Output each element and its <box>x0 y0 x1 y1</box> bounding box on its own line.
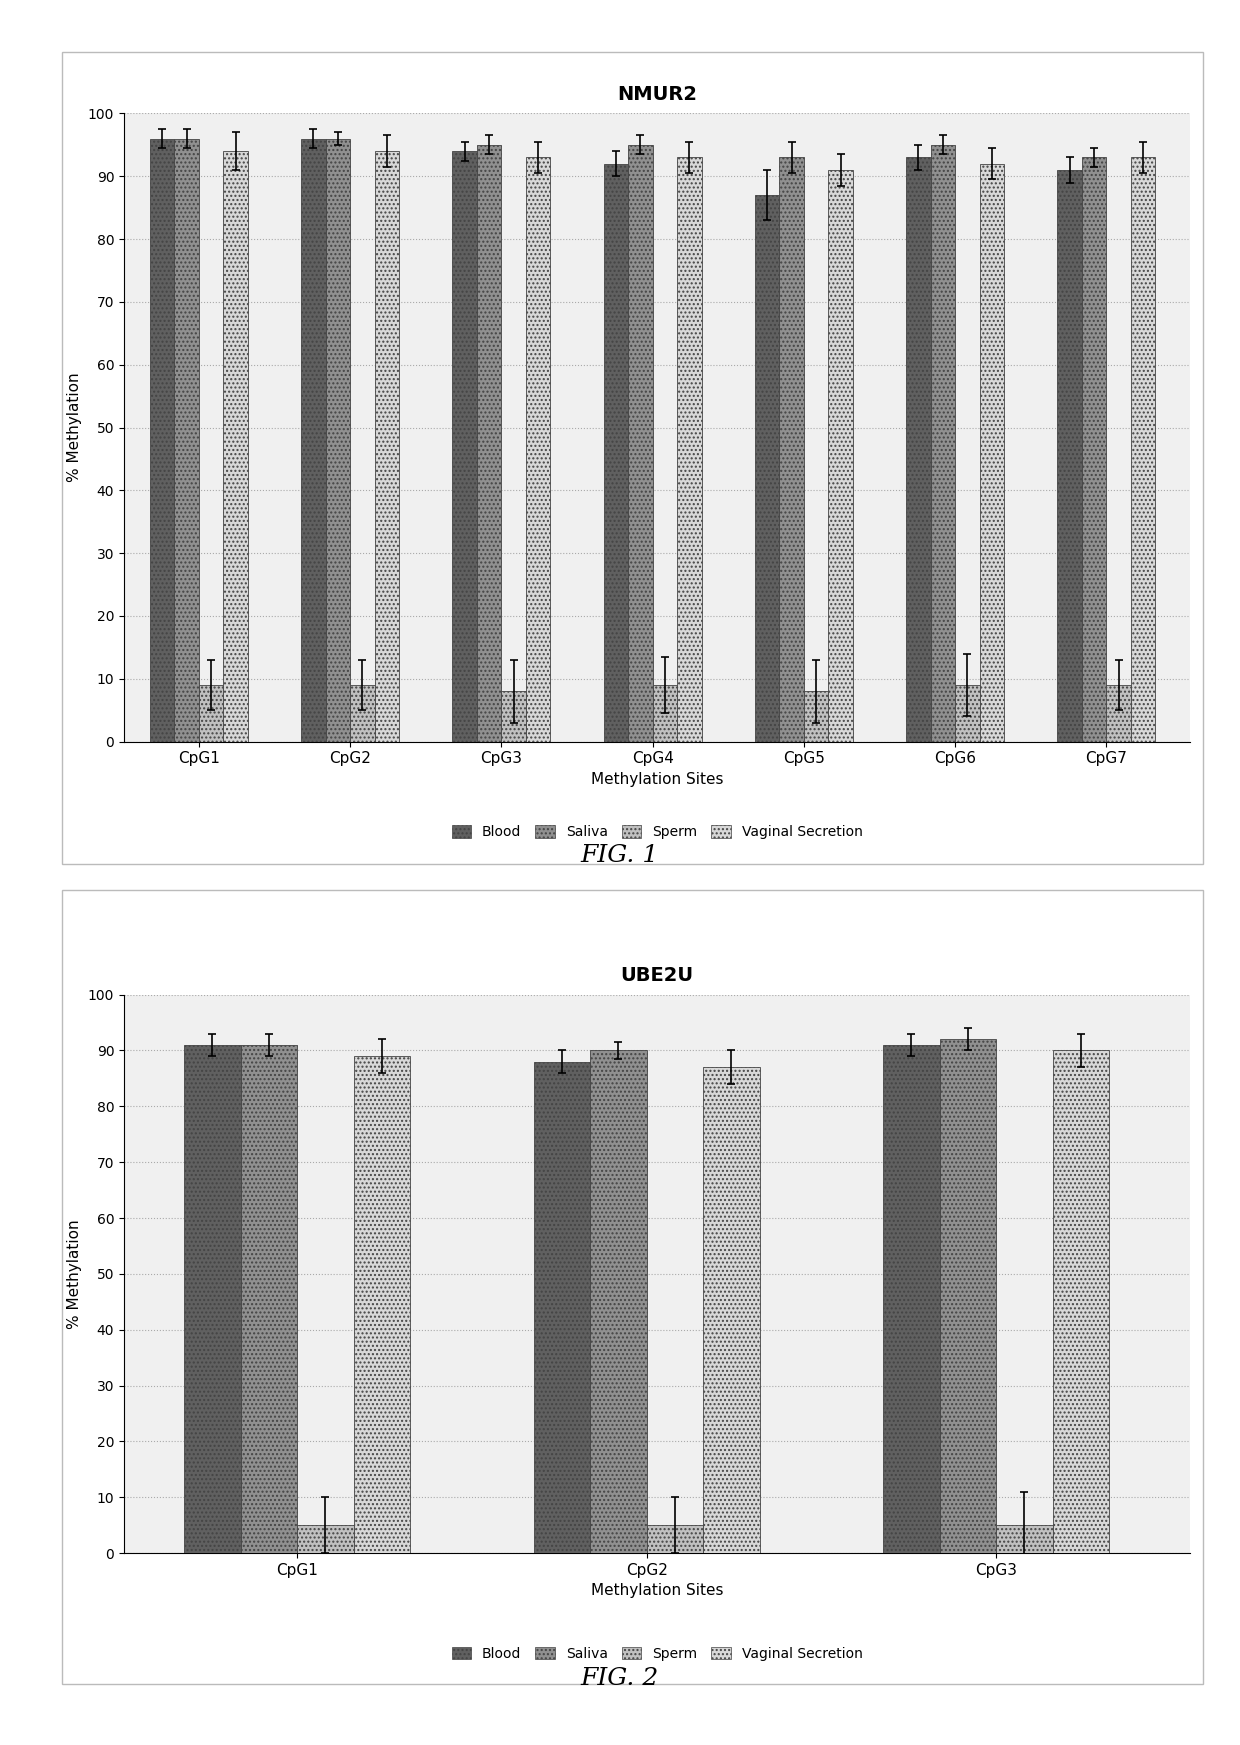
Bar <box>298 1525 353 1553</box>
Y-axis label: % Methylation: % Methylation <box>67 373 82 482</box>
Bar <box>883 1045 940 1553</box>
Bar <box>828 169 853 742</box>
Bar <box>526 157 551 742</box>
Bar <box>374 152 399 742</box>
Bar <box>703 1068 760 1553</box>
Bar <box>629 145 652 742</box>
Y-axis label: % Methylation: % Methylation <box>67 1220 82 1328</box>
Title: NMUR2: NMUR2 <box>618 84 697 103</box>
Bar <box>1058 169 1083 742</box>
Bar <box>931 145 955 742</box>
Bar <box>350 686 374 742</box>
Bar <box>198 686 223 742</box>
Bar <box>604 164 629 742</box>
Bar <box>241 1045 298 1553</box>
Bar <box>1106 686 1131 742</box>
Bar <box>780 157 804 742</box>
Bar <box>804 691 828 742</box>
Bar <box>184 1045 241 1553</box>
Bar <box>301 138 326 742</box>
Bar <box>980 164 1004 742</box>
Legend: Blood, Saliva, Sperm, Vaginal Secretion: Blood, Saliva, Sperm, Vaginal Secretion <box>446 820 868 845</box>
Bar <box>996 1525 1053 1553</box>
Bar <box>533 1061 590 1553</box>
Bar <box>590 1050 646 1553</box>
Bar <box>326 138 350 742</box>
Bar <box>150 138 175 742</box>
Bar <box>652 686 677 742</box>
Bar <box>677 157 702 742</box>
Bar <box>1053 1050 1110 1553</box>
X-axis label: Methylation Sites: Methylation Sites <box>591 771 723 787</box>
Bar <box>955 686 980 742</box>
Title: UBE2U: UBE2U <box>621 965 693 984</box>
Legend: Blood, Saliva, Sperm, Vaginal Secretion: Blood, Saliva, Sperm, Vaginal Secretion <box>446 1640 868 1666</box>
Bar <box>906 157 931 742</box>
Bar <box>223 152 248 742</box>
Bar <box>646 1525 703 1553</box>
Bar <box>1083 157 1106 742</box>
Bar <box>453 152 477 742</box>
Bar <box>501 691 526 742</box>
Bar <box>353 1056 410 1553</box>
Text: FIG. 2: FIG. 2 <box>580 1666 660 1691</box>
Bar <box>477 145 501 742</box>
Text: FIG. 1: FIG. 1 <box>580 843 660 867</box>
Bar <box>1131 157 1156 742</box>
Bar <box>175 138 198 742</box>
Bar <box>940 1040 996 1553</box>
Bar <box>755 195 780 742</box>
X-axis label: Methylation Sites: Methylation Sites <box>591 1583 723 1598</box>
